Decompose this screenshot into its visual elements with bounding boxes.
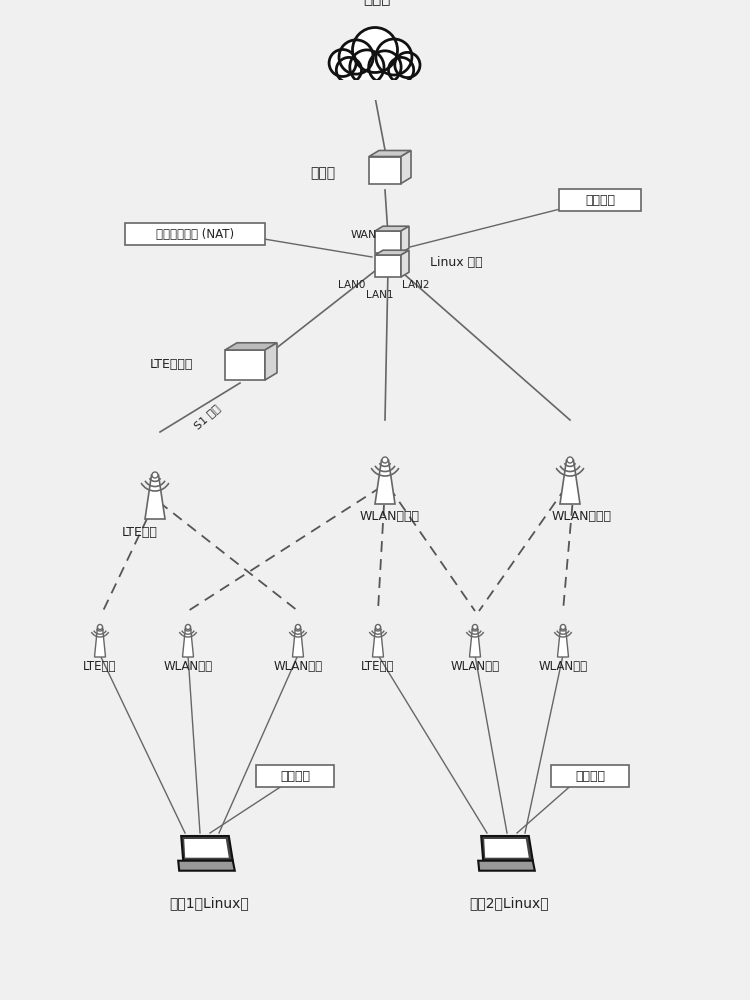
Polygon shape bbox=[375, 255, 401, 277]
Circle shape bbox=[296, 624, 301, 630]
Polygon shape bbox=[401, 250, 409, 277]
Text: Linux 网关: Linux 网关 bbox=[430, 256, 483, 269]
Polygon shape bbox=[375, 460, 395, 504]
Circle shape bbox=[382, 457, 388, 463]
Polygon shape bbox=[470, 627, 481, 657]
Polygon shape bbox=[375, 226, 409, 231]
Circle shape bbox=[185, 624, 190, 630]
Polygon shape bbox=[375, 250, 409, 255]
FancyBboxPatch shape bbox=[125, 223, 265, 245]
Circle shape bbox=[329, 49, 356, 77]
Text: 虚拟网卡: 虚拟网卡 bbox=[280, 770, 310, 782]
Polygon shape bbox=[369, 156, 401, 184]
Circle shape bbox=[376, 624, 380, 630]
Polygon shape bbox=[478, 861, 535, 871]
Text: 终端2（Linux）: 终端2（Linux） bbox=[470, 896, 549, 910]
Polygon shape bbox=[178, 861, 235, 871]
Text: WLAN接入点: WLAN接入点 bbox=[360, 510, 420, 524]
Circle shape bbox=[388, 57, 414, 83]
FancyBboxPatch shape bbox=[551, 765, 629, 787]
Polygon shape bbox=[560, 460, 580, 504]
Polygon shape bbox=[145, 475, 165, 519]
Circle shape bbox=[339, 40, 374, 74]
Polygon shape bbox=[373, 627, 383, 657]
Polygon shape bbox=[265, 343, 277, 380]
Text: LTE网卡: LTE网卡 bbox=[362, 660, 394, 674]
Polygon shape bbox=[482, 836, 532, 861]
Polygon shape bbox=[557, 627, 568, 657]
Circle shape bbox=[472, 624, 478, 630]
Polygon shape bbox=[369, 150, 411, 156]
Text: WLAN网卡: WLAN网卡 bbox=[274, 660, 322, 674]
Polygon shape bbox=[401, 150, 411, 184]
Text: WLAN接入点: WLAN接入点 bbox=[552, 510, 612, 524]
Text: 因特网: 因特网 bbox=[363, 0, 391, 6]
Polygon shape bbox=[94, 627, 106, 657]
Text: LTE核心网: LTE核心网 bbox=[149, 359, 193, 371]
Polygon shape bbox=[292, 627, 304, 657]
Circle shape bbox=[98, 624, 103, 630]
Text: LTE网卡: LTE网卡 bbox=[83, 660, 117, 674]
Circle shape bbox=[560, 624, 566, 630]
Polygon shape bbox=[326, 80, 424, 100]
Text: WLAN网卡: WLAN网卡 bbox=[451, 660, 500, 674]
Text: WLAN网卡: WLAN网卡 bbox=[164, 660, 212, 674]
Text: LTE基站: LTE基站 bbox=[122, 526, 158, 538]
Polygon shape bbox=[375, 231, 401, 253]
Polygon shape bbox=[182, 627, 194, 657]
Polygon shape bbox=[225, 343, 277, 350]
Polygon shape bbox=[225, 350, 265, 380]
FancyBboxPatch shape bbox=[256, 765, 334, 787]
Polygon shape bbox=[401, 226, 409, 253]
Circle shape bbox=[376, 39, 412, 75]
Text: LAN2: LAN2 bbox=[402, 280, 430, 290]
Text: LAN1: LAN1 bbox=[366, 290, 394, 300]
Text: 网络地址转换 (NAT): 网络地址转换 (NAT) bbox=[156, 228, 234, 240]
Text: WAN: WAN bbox=[351, 230, 377, 240]
Circle shape bbox=[350, 50, 384, 84]
Text: 终端1（Linux）: 终端1（Linux） bbox=[170, 896, 249, 910]
Circle shape bbox=[352, 27, 398, 73]
Circle shape bbox=[152, 472, 158, 478]
Text: S1 接口: S1 接口 bbox=[192, 403, 222, 431]
Text: 虚拟网卡: 虚拟网卡 bbox=[575, 770, 605, 782]
Text: LAN0: LAN0 bbox=[338, 280, 366, 290]
FancyBboxPatch shape bbox=[559, 189, 641, 211]
Text: 服务器: 服务器 bbox=[310, 166, 335, 180]
Polygon shape bbox=[484, 839, 529, 858]
Text: 虚拟网卡: 虚拟网卡 bbox=[585, 194, 615, 207]
Polygon shape bbox=[184, 839, 229, 858]
Circle shape bbox=[567, 457, 573, 463]
Text: WLAN网卡: WLAN网卡 bbox=[538, 660, 587, 674]
Circle shape bbox=[369, 51, 401, 83]
Circle shape bbox=[394, 52, 420, 78]
Polygon shape bbox=[182, 836, 232, 861]
Circle shape bbox=[336, 57, 362, 83]
